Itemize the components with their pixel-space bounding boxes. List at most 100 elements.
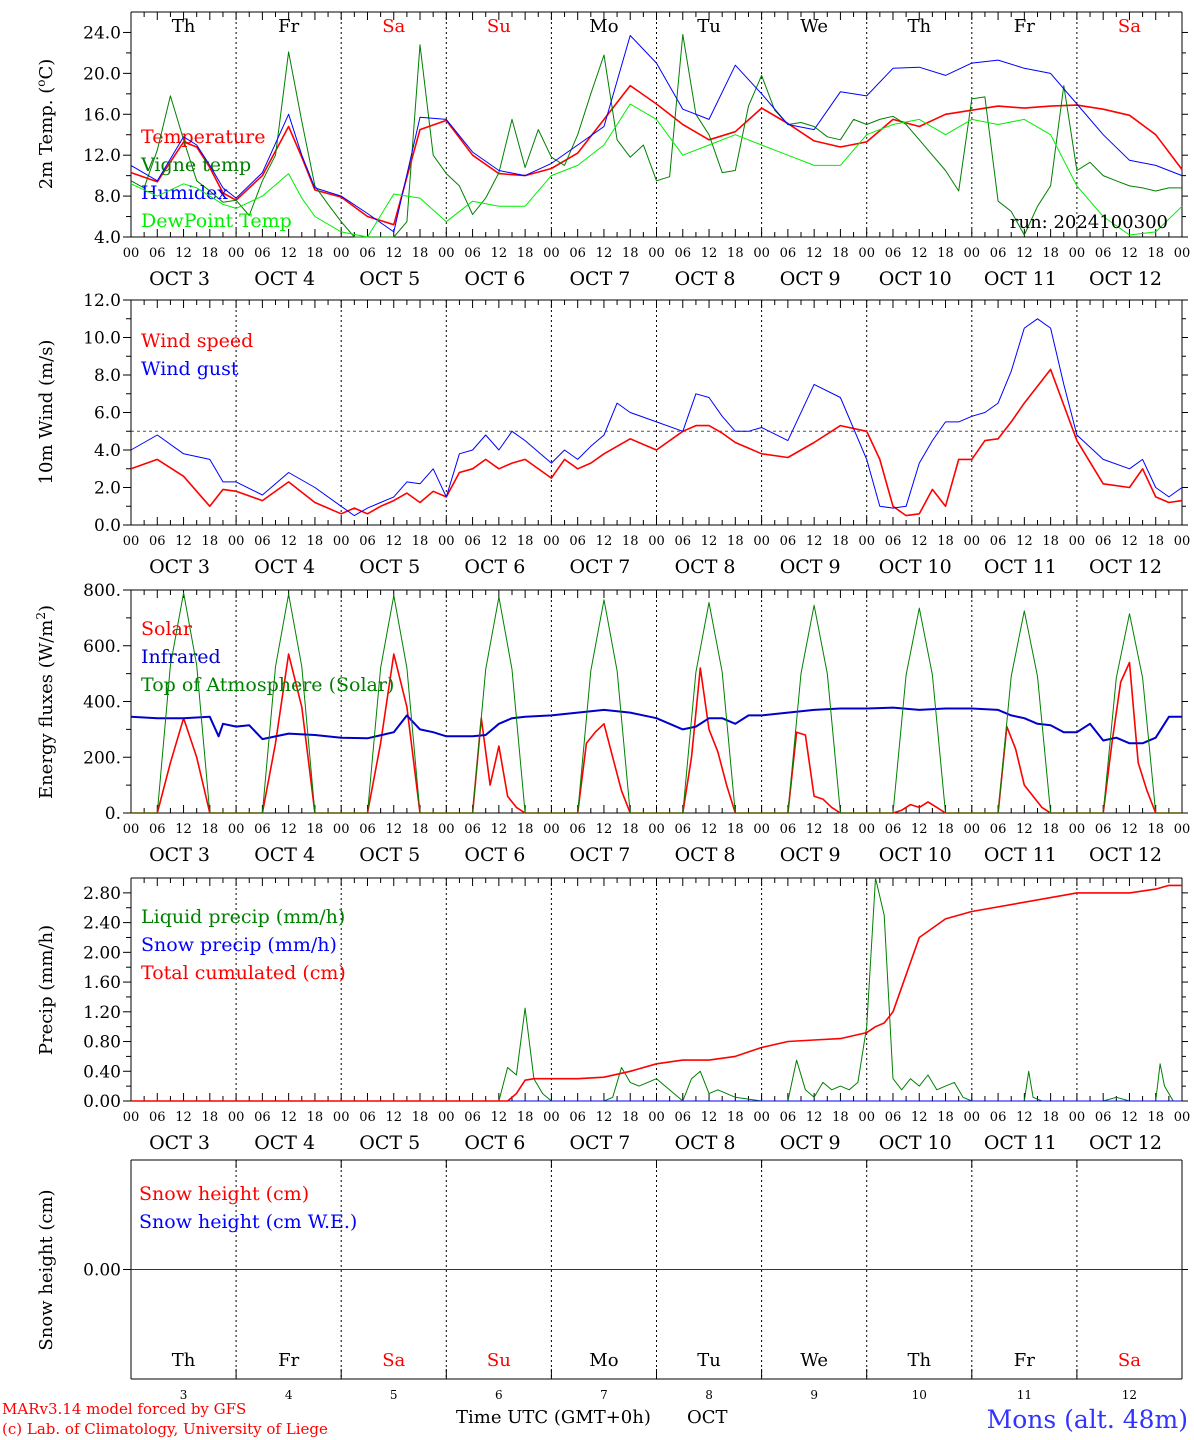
- hour-tick-label: 18: [517, 822, 534, 837]
- hour-tick-label: 12: [701, 534, 718, 549]
- hour-tick-label: 18: [1042, 534, 1059, 549]
- hour-tick-label: 00: [964, 246, 981, 261]
- hour-tick-label: 00: [123, 822, 140, 837]
- series-line-top-of-atmosphere-solar: [131, 592, 1182, 814]
- date-label: OCT 3: [149, 268, 210, 290]
- date-label: OCT 3: [149, 844, 210, 866]
- hour-tick-label: 00: [543, 246, 560, 261]
- day-abbr-label: We: [800, 16, 828, 37]
- day-number-label: 8: [705, 1388, 713, 1402]
- footer: MARv3.14 model forced by GFS (c) Lab. of…: [2, 1400, 1188, 1438]
- hour-tick-label: 18: [202, 246, 219, 261]
- hour-tick-label: 06: [464, 534, 481, 549]
- hour-tick-label: 12: [1016, 534, 1033, 549]
- hour-tick-label: 18: [307, 1110, 324, 1125]
- hour-tick-label: 06: [254, 246, 271, 261]
- hour-tick-label: 00: [123, 534, 140, 549]
- date-label: OCT 10: [879, 556, 952, 578]
- hour-tick-label: 18: [622, 822, 639, 837]
- hour-tick-label: 00: [858, 246, 875, 261]
- hour-tick-label: 18: [937, 246, 954, 261]
- hour-tick-label: 06: [149, 534, 166, 549]
- y-axis-label: Energy fluxes (W/m2): [34, 605, 57, 799]
- hour-tick-label: 06: [149, 822, 166, 837]
- hour-tick-label: 18: [937, 822, 954, 837]
- date-label: OCT 6: [464, 1132, 525, 1154]
- hour-tick-label: 06: [254, 822, 271, 837]
- day-abbr-label: Fr: [278, 16, 299, 37]
- hour-tick-label: 06: [675, 534, 692, 549]
- hour-tick-label: 18: [1147, 246, 1164, 261]
- hour-tick-label: 18: [202, 534, 219, 549]
- date-label: OCT 7: [569, 556, 630, 578]
- hour-tick-label: 18: [622, 534, 639, 549]
- hour-tick-label: 06: [780, 1110, 797, 1125]
- panels: 4.0 8.0 12.0 16.0 20.0 24.0 2m Temp. (oC) Tempe…: [34, 11, 1190, 1402]
- hour-tick-label: 12: [280, 534, 297, 549]
- hour-tick-label: 12: [385, 534, 402, 549]
- hour-tick-label: 18: [622, 1110, 639, 1125]
- hour-tick-label: 00: [543, 822, 560, 837]
- date-label: OCT 7: [569, 1132, 630, 1154]
- legend-entry: DewPoint Temp: [141, 210, 292, 232]
- date-label: OCT 5: [359, 1132, 420, 1154]
- hour-tick-label: 18: [832, 1110, 849, 1125]
- legend-entry: Humidex: [141, 182, 228, 204]
- date-label: OCT 7: [569, 268, 630, 290]
- y-tick-label: 0.: [105, 804, 121, 824]
- date-label: OCT 3: [149, 556, 210, 578]
- series-line-total-cumulated-cm: [131, 884, 1182, 1102]
- hour-tick-label: 00: [753, 1110, 770, 1125]
- hour-tick-label: 00: [228, 1110, 245, 1125]
- hour-tick-label: 00: [753, 822, 770, 837]
- day-abbr-label: Sa: [382, 1350, 405, 1371]
- hour-tick-label: 06: [1095, 822, 1112, 837]
- y-tick-label: 6.0: [94, 404, 121, 424]
- hour-tick-label: 18: [1042, 822, 1059, 837]
- day-number-label: 5: [390, 1388, 398, 1402]
- hour-tick-label: 12: [491, 534, 508, 549]
- hour-tick-label: 18: [412, 1110, 429, 1125]
- hour-tick-label: 18: [832, 534, 849, 549]
- y-tick-label: 12.0: [83, 291, 121, 311]
- hour-tick-label: 06: [359, 822, 376, 837]
- date-label: OCT 6: [464, 268, 525, 290]
- hour-tick-label: 18: [202, 822, 219, 837]
- hour-tick-label: 06: [149, 1110, 166, 1125]
- day-abbr-label: Sa: [1118, 16, 1141, 37]
- hour-tick-label: 00: [1174, 534, 1191, 549]
- hour-tick-label: 06: [1095, 534, 1112, 549]
- y-axis-label: Precip (mm/h): [36, 925, 57, 1055]
- y-tick-label: 200.: [83, 748, 121, 768]
- y-axis-label: 2m Temp. (oC): [34, 59, 57, 190]
- date-label: OCT 11: [984, 844, 1057, 866]
- date-label: OCT 12: [1089, 1132, 1162, 1154]
- hour-tick-label: 18: [307, 534, 324, 549]
- date-label: OCT 8: [675, 268, 736, 290]
- hour-tick-label: 06: [780, 246, 797, 261]
- hour-tick-label: 00: [964, 822, 981, 837]
- hour-tick-label: 06: [885, 1110, 902, 1125]
- hour-tick-label: 12: [806, 246, 823, 261]
- hour-tick-label: 00: [333, 822, 350, 837]
- day-abbr-label: Mo: [589, 16, 618, 37]
- hour-tick-label: 06: [885, 246, 902, 261]
- y-tick-label: 12.0: [83, 146, 121, 166]
- date-label: OCT 8: [675, 844, 736, 866]
- hour-tick-label: 00: [648, 534, 665, 549]
- day-number-label: 10: [912, 1388, 927, 1402]
- hour-tick-label: 00: [333, 246, 350, 261]
- hour-tick-label: 12: [385, 246, 402, 261]
- series-line-vigne-temp: [130, 34, 1182, 238]
- y-tick-label: 4.0: [94, 228, 121, 248]
- hour-tick-label: 18: [937, 534, 954, 549]
- y-tick-label: 2.0: [94, 479, 121, 499]
- panel-2: 0.0 2.0 4.0 6.0 8.0 10.0 12.0 10m Wind (m/s) Win…: [36, 291, 1190, 578]
- hour-tick-label: 12: [1121, 1110, 1138, 1125]
- hour-tick-label: 00: [964, 534, 981, 549]
- date-label: OCT 9: [780, 1132, 841, 1154]
- hour-tick-label: 00: [648, 1110, 665, 1125]
- y-tick-label: 8.0: [94, 187, 121, 207]
- hour-tick-label: 12: [385, 1110, 402, 1125]
